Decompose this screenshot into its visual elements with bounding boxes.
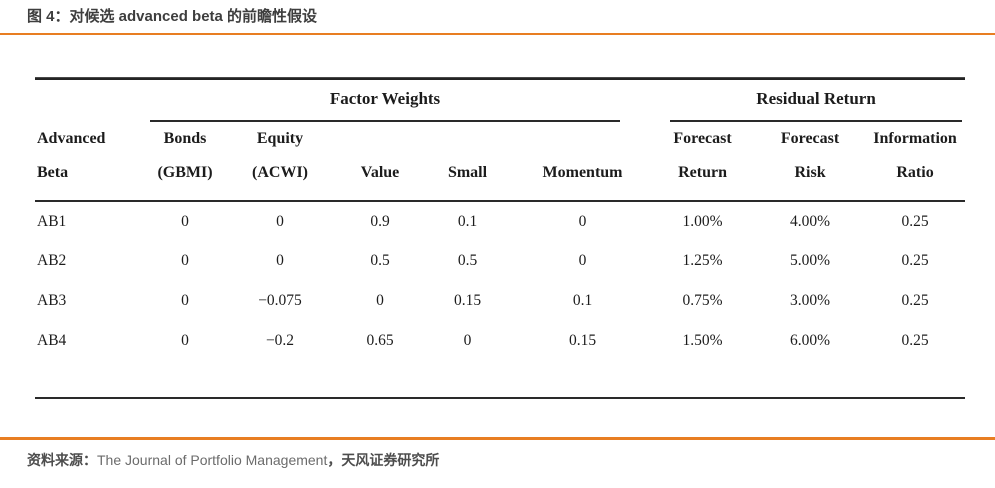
row-label: AB1 [37,212,67,230]
cell-forecast-risk: 3.00% [790,292,831,309]
cell-small: 0.15 [453,292,482,309]
footer-divider-rule [0,437,995,440]
column-header-forecast-return: Forecast Return [650,122,756,202]
cell-value: 0 [376,292,384,309]
table-bottom-rule [35,397,965,399]
cell-information-ratio: 0.25 [901,252,929,269]
source-suffix: ，天风证券研究所 [327,452,440,468]
cell-small: 0.5 [457,252,478,269]
cell-bonds: 0 [181,332,189,349]
table-top-rule [35,77,965,80]
cell-forecast-return: 1.25% [682,252,723,269]
cell-forecast-risk: 4.00% [790,212,831,230]
cell-equity: −0.075 [258,292,302,309]
cell-value: 0.65 [366,332,394,349]
group-header-residual-return: Residual Return [670,80,963,122]
assumptions-table: Factor Weights Residual Return Advanced … [35,80,966,361]
column-header-small: Small [420,122,515,202]
column-header-momentum: Momentum [515,122,651,202]
cell-information-ratio: 0.25 [901,292,929,309]
column-header-information-ratio: Information Ratio [865,122,966,202]
cell-bonds: 0 [181,212,189,230]
group-header-spacer [35,80,150,122]
source-text: The Journal of Portfolio Management [97,452,328,468]
cell-value: 0.9 [370,212,390,230]
table-row-ab3: AB3 0 −0.075 0 0.15 0.1 0.75% 3.00% 0.25 [35,281,965,321]
title-divider-rule [0,33,995,35]
group-header-residual-return-cell: Residual Return [650,80,965,122]
row-label: AB4 [37,332,67,349]
cell-forecast-risk: 5.00% [790,252,831,269]
figure-title: 图 4：对候选 advanced beta 的前瞻性假设 [27,8,318,25]
cell-forecast-risk: 6.00% [790,332,831,349]
cell-equity: −0.2 [265,332,295,349]
column-header-bonds-gbmi: Bonds (GBMI) [150,122,220,202]
table-container: Factor Weights Residual Return Advanced … [35,77,966,399]
cell-information-ratio: 0.25 [901,332,929,349]
source-line: 资料来源：The Journal of Portfolio Management… [0,440,995,469]
column-header-row: Advanced Beta Bonds (GBMI) Equity (ACWI)… [35,122,966,202]
cell-forecast-return: 0.75% [682,292,723,309]
cell-bonds: 0 [181,252,189,269]
group-header-factor-weights-cell: Factor Weights [150,80,650,122]
row-label: AB2 [37,252,67,269]
cell-momentum: 0.15 [568,332,597,349]
column-header-forecast-risk: Forecast Risk [755,122,866,202]
table-row-ab4: AB4 0 −0.2 0.65 0 0.15 1.50% 6.00% 0.25 [35,321,965,361]
cell-momentum: 0 [578,252,587,269]
cell-equity: 0 [276,212,284,230]
cell-momentum: 0.1 [572,292,593,309]
cell-momentum: 0 [578,212,587,230]
group-header-row: Factor Weights Residual Return [35,80,965,122]
table-row-ab1: AB1 0 0 0.9 0.1 0 1.00% 4.00% 0.25 [35,201,965,241]
cell-equity: 0 [276,252,284,269]
column-header-value: Value [340,122,420,202]
table-row-ab2: AB2 0 0 0.5 0.5 0 1.25% 5.00% 0.25 [35,241,965,281]
row-label: AB3 [37,292,67,309]
cell-small: 0 [463,332,472,349]
cell-forecast-return: 1.00% [682,212,723,230]
cell-bonds: 0 [181,292,189,309]
column-header-advanced-beta: Advanced Beta [35,122,150,202]
cell-small: 0.1 [457,212,478,230]
cell-value: 0.5 [370,252,390,269]
column-header-equity-acwi: Equity (ACWI) [220,122,340,202]
source-label: 资料来源： [27,452,97,468]
group-header-factor-weights: Factor Weights [150,80,621,122]
cell-information-ratio: 0.25 [901,212,929,230]
report-figure: 图 4：对候选 advanced beta 的前瞻性假设 Factor Weig… [0,8,995,469]
cell-forecast-return: 1.50% [682,332,723,349]
